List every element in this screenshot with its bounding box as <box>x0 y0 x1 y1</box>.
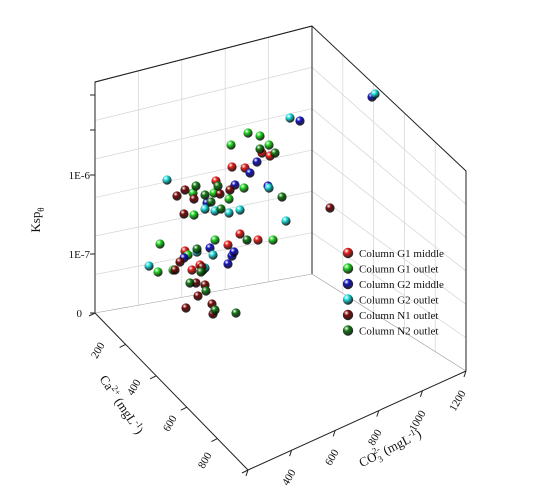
data-point <box>281 216 291 226</box>
data-point <box>268 235 278 245</box>
legend-label: Column G2 outlet <box>359 295 438 307</box>
data-point <box>196 267 206 277</box>
data-point <box>235 205 245 215</box>
data-point <box>187 265 197 275</box>
data-point <box>229 247 239 257</box>
y-axis-label: Ca2+(mgL-1) <box>97 372 148 437</box>
legend-label: Column G1 outlet <box>359 264 438 276</box>
legend-marker <box>342 325 354 336</box>
data-point <box>170 265 180 275</box>
data-point <box>180 185 190 195</box>
data-point <box>245 168 255 178</box>
data-point <box>223 240 233 250</box>
legend-marker <box>342 247 354 259</box>
data-point <box>189 194 199 204</box>
z-tick-label: 1E-7 <box>69 249 91 261</box>
data-point <box>224 194 234 204</box>
data-point <box>153 267 163 277</box>
data-point <box>253 235 263 245</box>
data-point <box>215 189 225 199</box>
data-point <box>239 183 249 193</box>
axis-ticks <box>88 94 467 477</box>
data-point <box>227 162 237 172</box>
data-point <box>252 157 262 167</box>
data-point <box>270 148 280 158</box>
data-point <box>226 140 236 150</box>
data-point <box>210 235 220 245</box>
legend-label: Column G1 middle <box>359 248 444 260</box>
y-tick-label: 800 <box>196 450 215 471</box>
legend-marker <box>342 263 354 274</box>
data-point <box>185 278 195 288</box>
legend-label: Column N1 outlet <box>359 310 438 322</box>
data-point <box>210 305 220 315</box>
legend-marker <box>342 294 354 305</box>
data-point <box>235 229 245 239</box>
data-point <box>206 197 216 207</box>
legend-label: Column G2 middle <box>359 279 444 291</box>
y-tick-label: 200 <box>89 340 108 361</box>
data-point <box>243 128 253 138</box>
data-point <box>255 144 265 154</box>
data-point <box>277 192 287 202</box>
data-point <box>191 181 201 191</box>
data-point <box>224 208 234 218</box>
data-point <box>264 140 274 150</box>
z-axis-label: Kspθ <box>28 207 46 232</box>
legend-label: Column N2 outlet <box>359 326 438 338</box>
legend-marker <box>342 278 354 290</box>
data-point <box>223 259 233 269</box>
data-point <box>213 181 223 191</box>
z-tick-label: 1E-6 <box>69 170 91 182</box>
data-point <box>193 291 203 301</box>
data-point <box>175 257 185 267</box>
data-point <box>144 261 154 271</box>
y-tick-label: 600 <box>161 413 180 434</box>
x-tick-label: 1200 <box>447 388 469 413</box>
data-point <box>285 113 295 123</box>
data-point <box>162 175 172 185</box>
data-point <box>370 89 380 99</box>
legend-marker <box>342 309 354 321</box>
x-tick-label: 400 <box>280 467 299 488</box>
data-point <box>242 235 252 245</box>
data-point <box>205 243 215 253</box>
legend: Column G1 middle Column G1 outlet Column G… <box>342 247 444 338</box>
data-point <box>172 191 182 201</box>
x-axis-label: CO32-(mgL-1) <box>355 424 424 473</box>
data-point <box>201 286 211 296</box>
data-point <box>208 250 218 260</box>
z-tick-label: 0 <box>77 308 83 320</box>
data-point <box>192 244 202 254</box>
data-point <box>216 204 226 214</box>
data-point <box>295 116 305 126</box>
data-point <box>200 190 210 200</box>
data-point <box>189 210 199 220</box>
data-point <box>255 131 265 141</box>
y-tick-label: 400 <box>125 377 144 398</box>
data-point <box>264 183 274 193</box>
data-point <box>325 203 335 213</box>
data-point <box>155 239 165 249</box>
data-point <box>200 204 210 214</box>
data-point <box>225 185 235 195</box>
data-point <box>181 303 191 313</box>
data-point <box>179 209 189 219</box>
data-points <box>144 89 380 319</box>
x-tick-label: 600 <box>323 447 342 468</box>
data-point <box>231 308 241 318</box>
